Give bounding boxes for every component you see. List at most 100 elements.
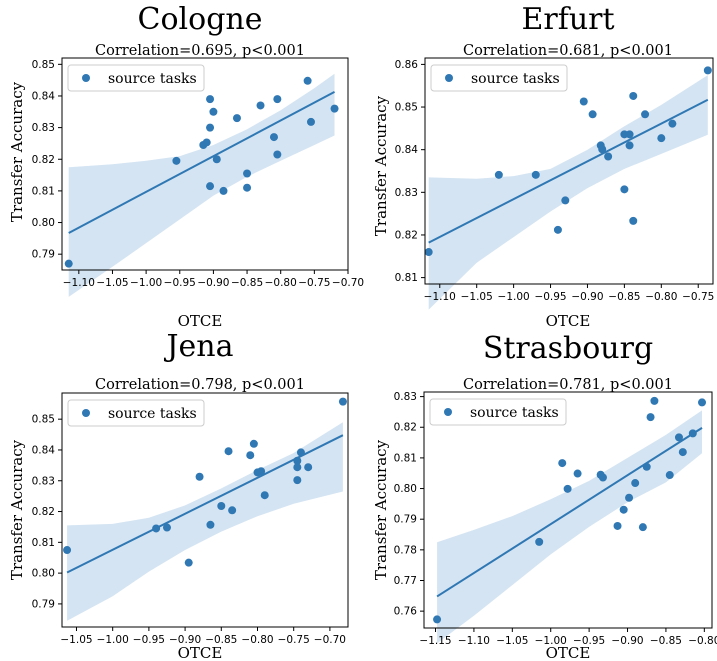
confidence-band	[67, 422, 343, 621]
data-point	[598, 145, 607, 154]
plot-frame	[424, 57, 714, 285]
y-tick-label: 0.82	[395, 229, 418, 241]
x-tick-label: −0.95	[534, 291, 566, 303]
data-point	[64, 259, 73, 268]
x-tick-label: −0.80	[645, 291, 677, 303]
data-point	[269, 133, 278, 142]
data-point	[256, 101, 265, 110]
x-tick-label: −0.85	[650, 635, 682, 647]
x-tick-label: −0.95	[133, 634, 165, 646]
panel-erfurt: Erfurt Correlation=0.681, p<0.001 −1.10 −1.…	[372, 2, 714, 330]
y-tick-label: 0.79	[32, 598, 55, 610]
data-point	[629, 91, 638, 100]
x-tick-label: −1.00	[130, 277, 162, 289]
data-point	[206, 95, 215, 104]
data-point	[588, 110, 597, 119]
data-point	[206, 520, 215, 529]
y-tick-label: 0.82	[32, 506, 55, 518]
legend-marker	[445, 74, 453, 82]
x-axis-label: OTCE	[546, 644, 591, 661]
x-tick-label: −0.80	[688, 635, 717, 647]
data-point	[646, 413, 655, 422]
y-tick-label: 0.81	[32, 537, 55, 549]
x-tick-label: −0.95	[573, 635, 605, 647]
data-point	[535, 537, 544, 546]
legend-label: source tasks	[108, 406, 197, 422]
data-point	[631, 479, 640, 488]
legend: source tasks	[67, 64, 205, 92]
data-point	[206, 123, 215, 132]
data-point	[219, 186, 228, 195]
data-point	[613, 521, 622, 530]
data-point	[563, 484, 572, 493]
legend-marker	[444, 408, 452, 416]
legend-label: source tasks	[470, 405, 559, 421]
x-tick-label: −1.10	[63, 277, 95, 289]
legend: source tasks	[67, 399, 205, 427]
y-tick-label: 0.84	[32, 444, 56, 456]
x-tick-label: −0.75	[298, 277, 330, 289]
data-point	[224, 447, 233, 456]
y-tick-label: 0.80	[32, 568, 55, 580]
chart-subtitle: Correlation=0.681, p<0.001	[463, 43, 673, 59]
data-point	[625, 130, 634, 139]
y-tick-label: 0.79	[32, 249, 55, 261]
data-point	[206, 182, 215, 191]
data-point	[531, 170, 540, 179]
y-axis-label: Transfer Accuracy	[372, 95, 390, 236]
regression-line	[68, 90, 336, 234]
regression-line	[436, 427, 703, 598]
x-tick-label: −0.90	[611, 635, 643, 647]
data-point	[338, 397, 347, 406]
y-tick-label: 0.81	[395, 272, 418, 284]
data-point	[620, 185, 629, 194]
data-point	[668, 119, 677, 128]
data-point	[209, 107, 218, 116]
data-point	[698, 398, 707, 407]
y-tick-label: 0.83	[32, 475, 55, 487]
y-axis-label: Transfer Accuracy	[372, 439, 390, 580]
plot-frame	[61, 392, 349, 628]
data-point	[579, 97, 588, 106]
x-tick-label: −1.00	[535, 635, 567, 647]
y-tick-label: 0.79	[394, 514, 417, 526]
x-tick-label: −0.70	[314, 634, 346, 646]
y-tick-label: 0.84	[395, 144, 419, 156]
data-point	[228, 506, 237, 515]
data-point	[678, 448, 687, 457]
data-point	[243, 169, 252, 178]
legend-box	[430, 64, 568, 92]
data-point	[306, 117, 315, 126]
legend-marker	[82, 74, 90, 82]
chart-title: Erfurt	[521, 2, 614, 37]
data-point	[561, 196, 570, 205]
data-point	[573, 469, 582, 478]
data-point	[296, 448, 305, 457]
data-point	[293, 456, 302, 465]
confidence-band	[437, 410, 702, 644]
x-tick-label: −0.70	[332, 277, 364, 289]
y-tick-label: 0.86	[395, 59, 419, 71]
data-point	[433, 615, 442, 624]
y-tick-label: 0.85	[32, 59, 55, 71]
data-point	[202, 138, 211, 147]
y-tick-label: 0.76	[394, 606, 418, 618]
y-axis-label: Transfer Accuracy	[8, 439, 26, 580]
chart-subtitle: Correlation=0.781, p<0.001	[463, 377, 673, 393]
data-point	[688, 429, 697, 438]
data-point	[195, 472, 204, 481]
x-tick-label: −0.75	[278, 634, 310, 646]
x-axis-label: OTCE	[178, 312, 223, 330]
data-point	[642, 462, 651, 471]
data-point	[217, 501, 226, 510]
data-point	[494, 170, 503, 179]
y-tick-label: 0.85	[395, 102, 418, 114]
x-tick-label: −1.05	[96, 277, 128, 289]
legend-box	[67, 64, 205, 92]
data-point	[703, 66, 712, 75]
legend: source tasks	[429, 398, 567, 426]
chart-subtitle: Correlation=0.695, p<0.001	[95, 43, 305, 59]
x-tick-label: −1.00	[498, 291, 530, 303]
